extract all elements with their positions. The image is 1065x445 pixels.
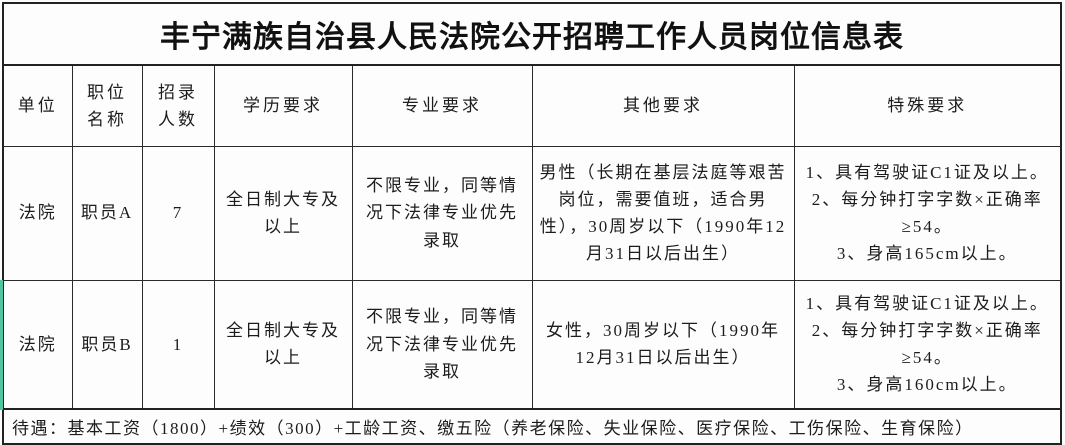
header-cell-special-requirement: 特殊要求: [793, 66, 1060, 147]
header-cell-major-requirement: 专业要求: [351, 66, 533, 147]
cell-position-name: 职员B: [71, 279, 143, 408]
positions-table: 单位 职位名称 招录人数 学历要求 专业要求 其他要求 特殊要求 法院 职员A …: [4, 66, 1060, 408]
cell-major-requirement: 不限专业，同等情况下法律专业优先录取: [351, 145, 533, 281]
cell-major-requirement: 不限专业，同等情况下法律专业优先录取: [351, 279, 533, 408]
header-cell-education-requirement: 学历要求: [213, 66, 353, 147]
cell-recruit-count: 7: [141, 145, 215, 281]
table-row-position-a: 法院 职员A 7 全日制大专及以上 不限专业，同等情况下法律专业优先录取 男性（…: [4, 145, 1060, 281]
cell-unit: 法院: [4, 145, 73, 281]
cell-recruit-count: 1: [141, 279, 215, 408]
cell-unit: 法院: [4, 279, 73, 408]
cell-other-requirement: 男性（长期在基层法庭等艰苦岗位，需要值班，适合男性），30周岁以下（1990年1…: [531, 145, 795, 281]
cell-position-name: 职员A: [71, 145, 143, 281]
benefits-note: 待遇：基本工资（1800）+绩效（300）+工龄工资、缴五险（养老保险、失业保险…: [4, 408, 1060, 443]
cell-education-requirement: 全日制大专及以上: [213, 279, 353, 408]
cell-education-requirement: 全日制大专及以上: [213, 145, 353, 281]
row-highlight-bar: [0, 280, 3, 410]
cell-special-requirement: 1、具有驾驶证C1证及以上。 2、每分钟打字字数×正确率≥54。 3、身高165…: [793, 145, 1060, 281]
table-row-position-b: 法院 职员B 1 全日制大专及以上 不限专业，同等情况下法律专业优先录取 女性，…: [4, 279, 1060, 408]
header-cell-unit: 单位: [4, 66, 73, 147]
cell-special-requirement: 1、具有驾驶证C1证及以上。 2、每分钟打字字数×正确率≥54。 3、身高160…: [793, 279, 1060, 408]
header-cell-position-name: 职位名称: [71, 66, 143, 147]
header-row: 单位 职位名称 招录人数 学历要求 专业要求 其他要求 特殊要求: [4, 66, 1060, 147]
table-title: 丰宁满族自治县人民法院公开招聘工作人员岗位信息表: [4, 4, 1060, 66]
header-cell-recruit-count: 招录人数: [141, 66, 215, 147]
header-cell-other-requirement: 其他要求: [531, 66, 795, 147]
cell-other-requirement: 女性，30周岁以下（1990年12月31日以后出生）: [531, 279, 795, 408]
